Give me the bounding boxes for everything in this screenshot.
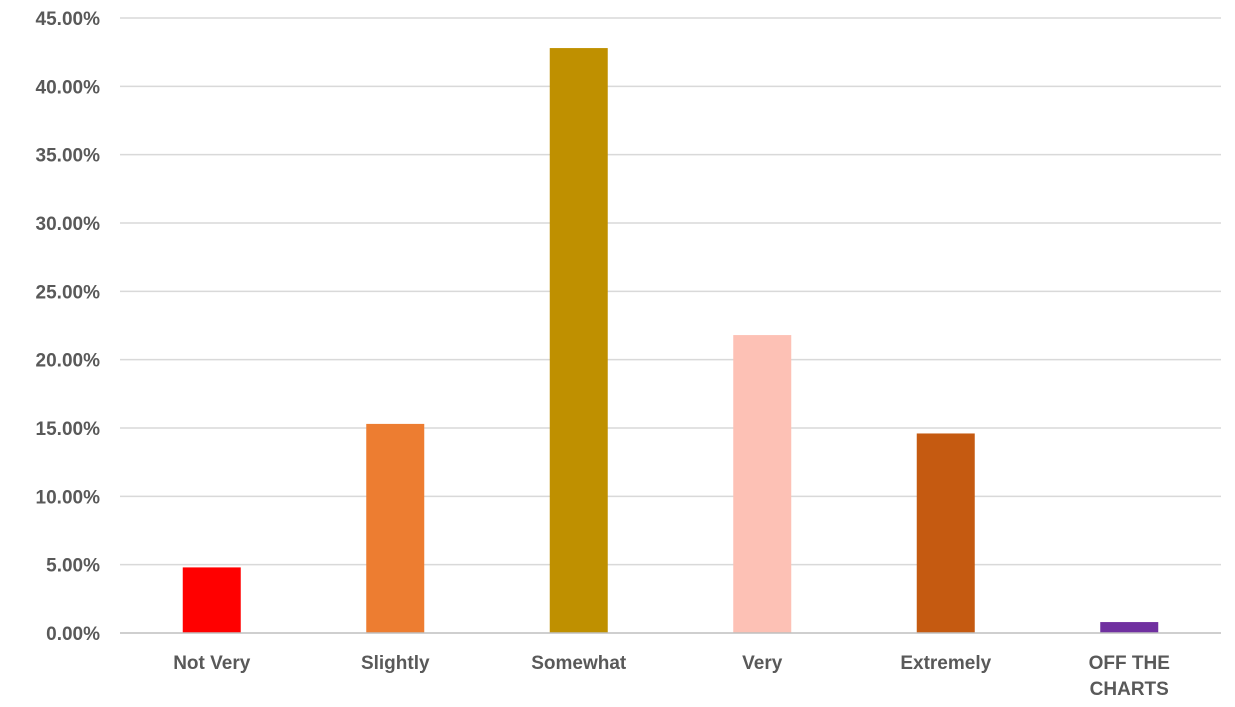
- y-tick-label: 45.00%: [36, 9, 101, 30]
- x-tick-label: Very: [742, 653, 783, 674]
- bar-very: [733, 335, 792, 633]
- y-tick-label: 25.00%: [36, 282, 101, 303]
- gridlines: [120, 17, 1221, 566]
- bar-slightly: [366, 423, 425, 633]
- x-tick-label: Not Very: [173, 653, 251, 674]
- y-tick-label: 0.00%: [46, 624, 100, 645]
- bar-not-very: [182, 567, 241, 633]
- y-tick-label: 10.00%: [36, 487, 101, 508]
- y-tick-label: 5.00%: [46, 556, 100, 577]
- y-tick-label: 20.00%: [36, 351, 101, 372]
- y-tick-label: 40.00%: [36, 77, 101, 98]
- x-tick-label: Slightly: [361, 653, 430, 674]
- x-tick-label: OFF THE CHARTS: [1089, 653, 1170, 700]
- y-tick-label: 30.00%: [36, 214, 101, 235]
- x-tick-label: Somewhat: [531, 653, 627, 674]
- x-axis-tick-labels: Not Very Slightly Somewhat Very Extremely OFF…: [173, 653, 1170, 700]
- y-axis-tick-labels: 0.00% 5.00% 10.00% 15.00% 20.00% 25.00% 30.00%…: [36, 9, 101, 645]
- x-tick-label: Extremely: [900, 653, 991, 674]
- bar-off-the-charts: [1100, 622, 1159, 633]
- y-tick-label: 35.00%: [36, 146, 101, 167]
- bar-extremely: [916, 433, 975, 633]
- bar-somewhat: [549, 48, 608, 634]
- y-tick-label: 15.00%: [36, 419, 101, 440]
- bars: [182, 48, 1159, 634]
